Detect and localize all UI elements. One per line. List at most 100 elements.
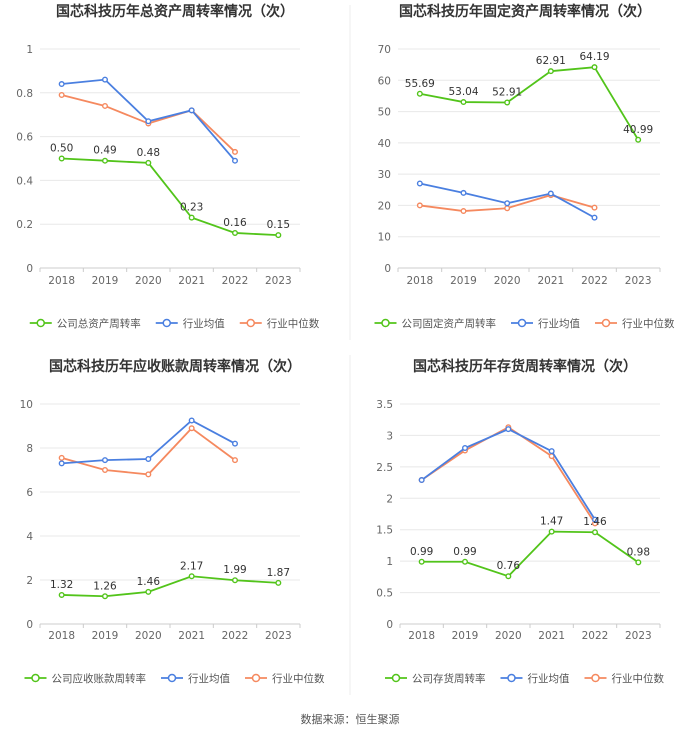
data-label: 0.50 — [50, 143, 73, 155]
y-tick-label: 0.4 — [16, 175, 33, 187]
y-tick-label: 50 — [378, 107, 391, 119]
y-tick-label: 0.5 — [376, 588, 393, 600]
chart-title: 国芯科技历年应收账款周转率情况（次） — [49, 358, 301, 375]
data-point-company — [416, 90, 423, 97]
legend-item-company: 公司存货周转率 — [385, 672, 486, 685]
chart-3: 国芯科技历年应收账款周转率情况（次） 0 2 4 6 8 10 2018 2019 2020 202… — [20, 358, 325, 685]
legend-item-median: 行业中位数 — [584, 672, 665, 685]
data-point-median — [231, 457, 238, 464]
x-tick-label: 2018 — [406, 275, 433, 287]
data-label: 0.76 — [497, 560, 521, 572]
data-label: 0.48 — [137, 147, 160, 159]
x-tick-label: 2019 — [452, 630, 479, 642]
y-tick-label: 30 — [378, 169, 391, 181]
x-tick-label: 2022 — [222, 275, 249, 287]
legend-marker-company — [381, 318, 390, 328]
y-tick-label: 2 — [386, 493, 393, 505]
data-point-avg — [145, 456, 152, 463]
chart-title: 国芯科技历年固定资产周转率情况（次） — [399, 3, 651, 20]
x-tick-label: 2020 — [135, 275, 162, 287]
data-point-company — [504, 99, 511, 106]
data-point-company — [58, 155, 65, 162]
x-tick-label: 2018 — [48, 275, 75, 287]
data-point-company — [101, 593, 108, 600]
x-tick-label: 2021 — [178, 275, 205, 287]
y-tick-label: 0.2 — [16, 219, 33, 231]
x-tick-label: 2022 — [222, 630, 249, 642]
data-label: 0.49 — [93, 145, 116, 157]
data-point-avg — [58, 81, 65, 88]
x-tick-label: 2020 — [135, 630, 162, 642]
data-point-company — [188, 573, 195, 580]
legend-marker-company — [391, 673, 401, 683]
data-point-median — [416, 202, 423, 209]
y-tick-label: 0 — [386, 619, 393, 631]
x-tick-label: 2022 — [582, 630, 609, 642]
data-point-avg — [418, 477, 425, 484]
y-tick-label: 0 — [384, 263, 391, 275]
data-point-median — [231, 148, 238, 155]
data-label: 0.99 — [453, 546, 476, 558]
y-tick-label: 2.5 — [376, 462, 393, 474]
y-tick-label: 8 — [26, 443, 33, 455]
y-tick-label: 1.5 — [376, 525, 393, 537]
y-tick-label: 10 — [378, 232, 391, 244]
data-point-company — [145, 588, 152, 595]
legend-marker-company — [36, 318, 45, 328]
data-point-median — [58, 91, 65, 98]
x-tick-label: 2018 — [48, 630, 75, 642]
legend-item-avg: 行业均值 — [511, 317, 580, 330]
y-tick-label: 0.8 — [16, 88, 33, 100]
data-point-avg — [231, 440, 238, 447]
data-point-company — [505, 573, 512, 580]
y-tick-label: 0.6 — [16, 132, 33, 144]
data-point-median — [591, 204, 598, 211]
data-point-avg — [504, 200, 511, 207]
x-tick-label: 2020 — [495, 630, 522, 642]
x-tick-label: 2021 — [537, 275, 564, 287]
series-line-median — [61, 427, 236, 476]
legend-label: 公司固定资产周转率 — [402, 317, 497, 330]
data-point-avg — [547, 190, 554, 197]
data-label: 64.19 — [579, 51, 609, 63]
chart-4: 国芯科技历年存货周转率情况（次） 0 0.5 1 1.5 2 2.5 3 3.5 2018 2019… — [376, 358, 664, 685]
data-point-avg — [231, 157, 238, 164]
x-tick-label: 2023 — [625, 630, 652, 642]
y-tick-label: 70 — [378, 44, 391, 56]
data-label: 1.32 — [50, 579, 73, 591]
data-point-company — [145, 159, 152, 166]
data-label: 62.91 — [536, 55, 566, 67]
legend-label: 行业中位数 — [622, 317, 675, 330]
legend-marker-avg — [162, 318, 171, 328]
data-point-median — [504, 205, 511, 212]
series-line-median — [421, 426, 596, 524]
x-tick-label: 2018 — [408, 630, 435, 642]
data-point-company — [547, 68, 554, 75]
data-point-company — [635, 559, 642, 566]
legend-marker-median — [246, 318, 255, 328]
data-point-median — [145, 471, 152, 478]
data-point-company — [275, 579, 282, 586]
legend-label: 行业中位数 — [612, 672, 665, 685]
data-point-avg — [58, 460, 65, 467]
data-point-company — [275, 232, 282, 239]
series-line-company — [421, 530, 639, 578]
data-point-avg — [592, 516, 599, 523]
x-tick-label: 2023 — [625, 275, 652, 287]
legend-label: 公司总资产周转率 — [57, 317, 141, 330]
data-label: 55.69 — [405, 78, 435, 90]
data-label: 1.46 — [583, 516, 607, 528]
data-label: 1.99 — [223, 564, 246, 576]
x-tick-label: 2019 — [450, 275, 477, 287]
legend-label: 行业均值 — [188, 672, 230, 685]
x-tick-label: 2023 — [265, 630, 292, 642]
y-tick-label: 0 — [26, 619, 33, 631]
chart-2: 国芯科技历年固定资产周转率情况（次） 0 10 20 30 40 50 60 70 2018 201… — [374, 3, 675, 330]
x-tick-label: 2021 — [178, 630, 205, 642]
data-point-avg — [188, 417, 195, 424]
data-label: 52.91 — [492, 86, 522, 98]
data-source: 数据来源：恒生聚源 — [300, 713, 400, 726]
y-tick-label: 6 — [26, 487, 33, 499]
y-tick-label: 0 — [26, 263, 33, 275]
